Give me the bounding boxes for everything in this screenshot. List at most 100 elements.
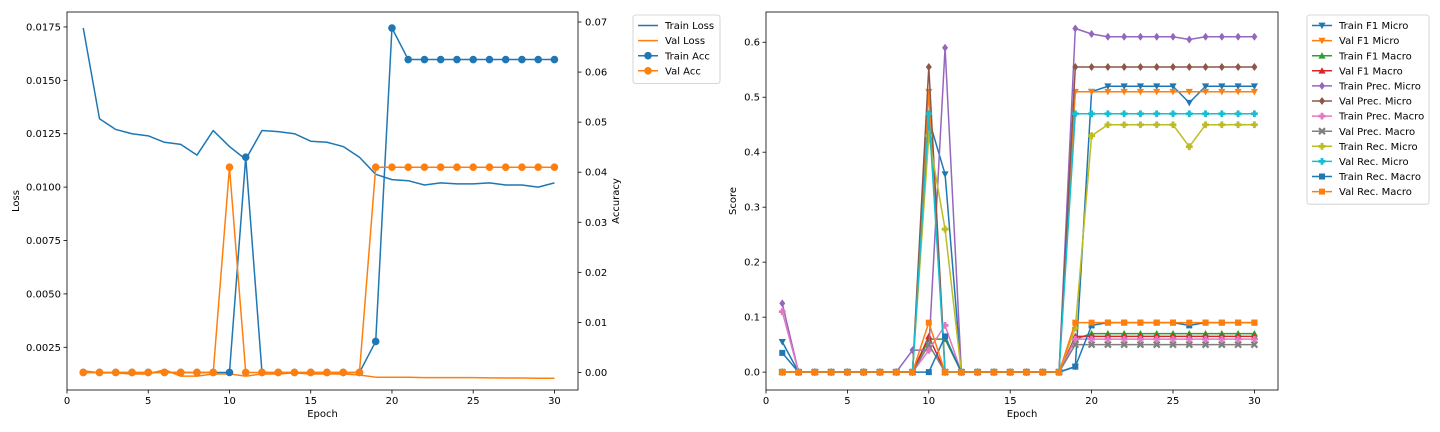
data-point (1169, 110, 1177, 118)
data-point (1088, 110, 1095, 118)
legend-label: Val Prec. Macro (1339, 127, 1415, 138)
plot-area (79, 24, 559, 379)
y2-tick-label: 0.02 (585, 268, 607, 279)
data-point (1088, 335, 1095, 343)
series-val-loss (83, 368, 555, 379)
data-point (306, 368, 315, 377)
data-point (925, 110, 933, 118)
series-train-loss (82, 27, 555, 188)
legend-label: Train F1 Micro (1338, 21, 1408, 32)
series-line (781, 27, 1255, 373)
data-point (79, 368, 88, 377)
data-point (1234, 83, 1242, 90)
data-point (1104, 340, 1112, 349)
y-tick-label: 0.0075 (26, 236, 61, 247)
legend: Train Loss Val Loss Train Acc Val Acc (632, 14, 721, 84)
data-point (518, 55, 526, 64)
data-point (193, 368, 201, 377)
data-point (1202, 32, 1209, 41)
data-point (1169, 32, 1176, 41)
x-tick-label: 15 (1004, 396, 1017, 407)
legend-label: Val Rec. Macro (1339, 187, 1412, 198)
data-point (1201, 88, 1210, 96)
data-point (1169, 121, 1177, 129)
data-point (1056, 369, 1063, 376)
data-point (144, 368, 153, 377)
legend-entry: Train Prec. Macro (1312, 112, 1424, 123)
data-point (1201, 340, 1210, 349)
data-point (893, 369, 900, 376)
data-point (1169, 335, 1177, 343)
data-point (1023, 369, 1030, 376)
legend-entry: Train Prec. Micro (1312, 82, 1421, 93)
x-tick-label: 30 (548, 396, 561, 407)
x-tick-label: 5 (145, 396, 151, 407)
data-point (550, 163, 559, 172)
data-point (1251, 319, 1258, 326)
data-point (1218, 88, 1226, 96)
data-point (876, 369, 883, 376)
data-point (111, 368, 120, 377)
data-point (925, 88, 933, 96)
data-point (534, 55, 542, 64)
data-point (1136, 88, 1145, 96)
data-point (1218, 110, 1226, 118)
data-point (990, 369, 997, 376)
legend-entry: Val Rec. Macro (1312, 187, 1412, 198)
data-point (1250, 110, 1258, 118)
data-point (1218, 83, 1226, 90)
data-point (469, 55, 478, 64)
data-point (779, 349, 786, 356)
data-point (1202, 335, 1209, 343)
legend-marker (1319, 97, 1325, 105)
data-point (176, 368, 185, 377)
series-line (83, 166, 555, 374)
data-point (1121, 62, 1128, 71)
y-tick-label: 0.0050 (26, 289, 61, 300)
series-val-acc (79, 163, 559, 377)
data-point (258, 368, 266, 377)
data-point (501, 55, 510, 64)
data-point (225, 163, 234, 172)
data-point (1250, 88, 1258, 96)
y2-tick-label: 0.06 (585, 68, 607, 79)
legend-marker (1318, 37, 1326, 45)
data-point (1185, 143, 1193, 151)
data-point (1186, 319, 1193, 326)
data-point (1120, 121, 1128, 129)
legend-label: Train Acc (664, 51, 710, 62)
data-point (1137, 110, 1144, 118)
series-val-f1-micro (778, 88, 1258, 376)
data-point (1169, 62, 1176, 71)
data-point (844, 369, 851, 376)
data-point (779, 299, 786, 308)
data-point (209, 368, 218, 377)
legend-marker (1318, 52, 1326, 59)
data-point (1185, 340, 1194, 349)
data-point (795, 369, 802, 376)
y-tick-label: 0.0100 (26, 183, 61, 194)
data-point (290, 368, 299, 377)
data-point (241, 368, 250, 377)
data-point (925, 340, 933, 349)
legend-label: Val Loss (665, 36, 705, 47)
data-point (1072, 319, 1079, 326)
y-tick-label: 0.0175 (26, 22, 61, 33)
data-point (1250, 340, 1259, 349)
legend-label: Train F1 Macro (1338, 51, 1412, 62)
legend-entry: Train Acc (638, 51, 710, 62)
data-point (942, 369, 949, 376)
series-val-prec-macro (778, 340, 1259, 376)
data-point (1169, 340, 1177, 349)
data-point (404, 163, 413, 172)
data-point (1234, 88, 1242, 96)
legend-label: Val Acc (665, 66, 701, 77)
series-line (782, 321, 1255, 373)
y2-axis-label: Accuracy (611, 178, 622, 224)
data-point (501, 163, 510, 172)
data-point (1235, 62, 1242, 71)
data-point (1152, 340, 1161, 349)
legend-marker (1319, 188, 1325, 195)
data-point (1235, 319, 1242, 326)
legend-entry: Val F1 Macro (1312, 66, 1403, 77)
